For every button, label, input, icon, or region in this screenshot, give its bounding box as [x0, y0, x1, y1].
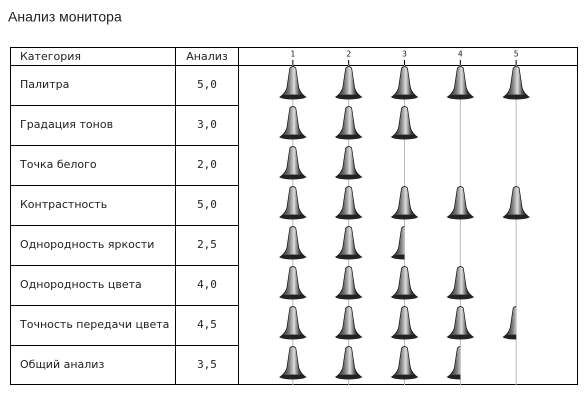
value-label: 5,0 — [197, 198, 217, 211]
category-label: Общий анализ — [20, 358, 104, 371]
category-label: Градация тонов — [20, 118, 113, 131]
column-header: Категория — [20, 50, 81, 63]
rating-icons — [278, 186, 531, 220]
chart-title: Анализ монитора — [8, 9, 122, 25]
value-label: 4,0 — [197, 278, 217, 291]
value-label: 2,0 — [197, 158, 217, 171]
rating-icons — [278, 146, 363, 180]
value-label: 3,0 — [197, 118, 217, 131]
x-tick-label: 2 — [346, 50, 351, 59]
rating-icons — [278, 66, 531, 100]
category-label: Точка белого — [19, 158, 97, 171]
value-label: 5,0 — [197, 78, 217, 91]
rating-icons — [278, 266, 475, 300]
value-label: 4,5 — [197, 318, 217, 331]
rating-icons — [278, 306, 517, 340]
column-header: Анализ — [186, 50, 228, 63]
category-label: Однородность яркости — [20, 238, 154, 251]
x-tick-label: 4 — [458, 50, 463, 59]
category-label: Однородность цвета — [20, 278, 142, 291]
category-label: Контрастность — [20, 198, 107, 211]
x-tick-label: 1 — [290, 50, 295, 59]
value-label: 2,5 — [197, 238, 217, 251]
value-label: 3,5 — [197, 358, 217, 371]
rating-icons — [278, 106, 419, 140]
x-tick-label: 3 — [402, 50, 407, 59]
category-label: Палитра — [20, 78, 69, 91]
x-tick-label: 5 — [514, 50, 519, 59]
category-label: Точность передачи цвета — [19, 318, 169, 331]
rating-icons — [278, 226, 405, 260]
rating-icons — [278, 346, 461, 380]
